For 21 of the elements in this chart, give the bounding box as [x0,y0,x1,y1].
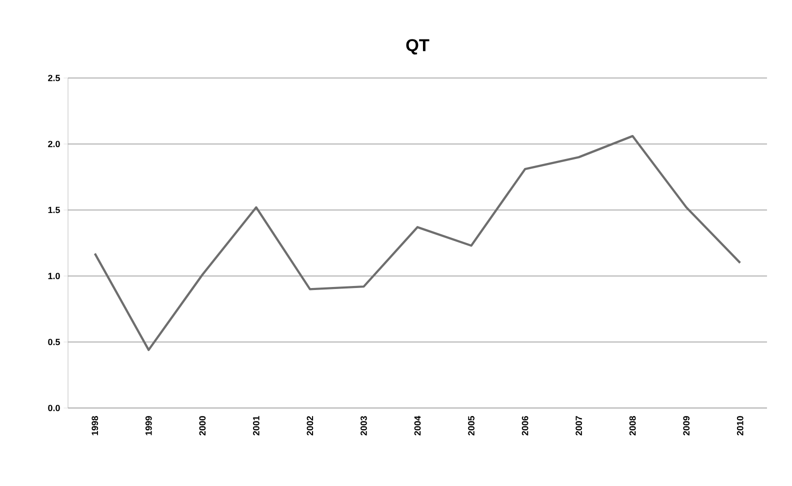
x-tick-label: 2004 [414,416,421,436]
x-tick-label: 2002 [306,416,314,436]
x-tick-label: 2003 [360,416,367,436]
x-tick-label: 2000 [199,416,206,436]
y-tick-label: 0.5 [48,338,60,346]
x-tick-label: 2006 [522,416,528,436]
y-tick-label: 2.0 [48,140,60,148]
y-tick-label: 1.5 [48,206,60,214]
x-tick-label: 2005 [468,416,474,436]
x-tick-label: 2001 [253,416,260,436]
x-tick-label: 2009 [683,416,690,436]
line-series [94,134,742,352]
x-tick-label: 1998 [92,416,98,436]
x-tick-label: 2007 [576,416,582,436]
x-tick-label: 2010 [736,416,744,436]
y-tick-label: 1.0 [48,272,60,280]
x-tick-label: 2008 [629,416,636,436]
chart-title: QT [406,39,430,55]
y-tick-label: 2.5 [48,74,60,82]
x-tick-label: 1999 [145,416,152,436]
y-tick-label: 0.0 [48,404,60,412]
